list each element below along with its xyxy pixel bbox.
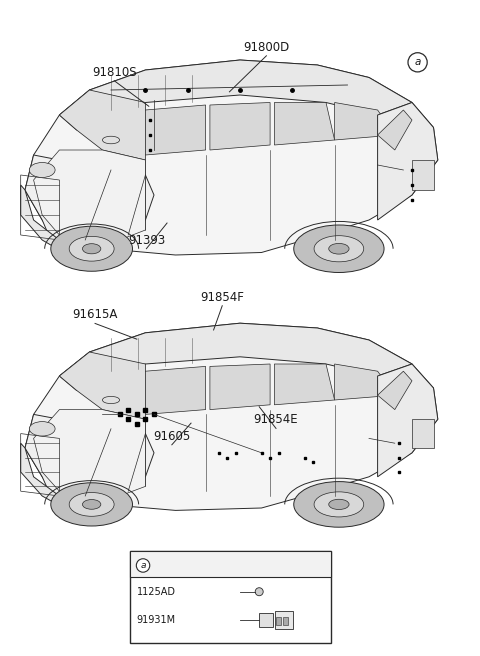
Text: 91810S: 91810S (92, 66, 136, 79)
Polygon shape (25, 60, 438, 255)
Text: 91393: 91393 (128, 234, 165, 247)
Polygon shape (145, 367, 205, 415)
Polygon shape (25, 415, 154, 501)
Bar (412, 419, 433, 448)
Polygon shape (335, 102, 395, 140)
Polygon shape (60, 60, 412, 130)
Ellipse shape (83, 243, 101, 254)
Polygon shape (34, 409, 145, 501)
Ellipse shape (102, 396, 120, 403)
Ellipse shape (51, 226, 132, 271)
Bar (259, 613, 273, 627)
Polygon shape (378, 110, 412, 150)
Ellipse shape (102, 136, 120, 144)
Bar (412, 160, 433, 190)
Polygon shape (60, 90, 145, 160)
Ellipse shape (329, 499, 349, 510)
Ellipse shape (69, 236, 114, 261)
Text: 91615A: 91615A (72, 308, 118, 321)
Polygon shape (60, 323, 412, 390)
Polygon shape (335, 364, 395, 400)
Ellipse shape (314, 492, 364, 517)
Bar (275, 611, 293, 629)
Bar (130, 551, 331, 643)
Polygon shape (60, 352, 145, 419)
Ellipse shape (29, 163, 55, 178)
Circle shape (136, 559, 150, 572)
Text: 91605: 91605 (153, 430, 191, 443)
Ellipse shape (294, 225, 384, 272)
Polygon shape (25, 155, 154, 245)
Polygon shape (210, 364, 270, 409)
Polygon shape (145, 105, 205, 155)
Ellipse shape (29, 422, 55, 436)
Polygon shape (25, 323, 438, 510)
Ellipse shape (294, 482, 384, 527)
Bar (283, 617, 288, 625)
Text: 1125AD: 1125AD (137, 586, 176, 597)
Circle shape (408, 52, 427, 72)
Polygon shape (34, 150, 145, 245)
Ellipse shape (329, 243, 349, 254)
Text: 91800D: 91800D (243, 41, 289, 54)
Text: a: a (140, 561, 146, 570)
Ellipse shape (314, 236, 364, 262)
Polygon shape (21, 185, 77, 250)
Text: a: a (414, 57, 421, 68)
Polygon shape (275, 364, 335, 405)
Polygon shape (210, 102, 270, 150)
Text: 91931M: 91931M (137, 615, 176, 625)
Polygon shape (378, 371, 412, 409)
Polygon shape (21, 443, 77, 506)
Ellipse shape (69, 493, 114, 516)
Text: 91854F: 91854F (200, 291, 244, 304)
Bar (276, 617, 281, 625)
Polygon shape (275, 102, 335, 145)
Polygon shape (378, 364, 438, 477)
Bar (130, 551, 331, 577)
Circle shape (255, 588, 263, 596)
Text: 91854E: 91854E (254, 413, 298, 426)
Polygon shape (378, 102, 438, 220)
Ellipse shape (83, 499, 101, 509)
Ellipse shape (51, 483, 132, 526)
